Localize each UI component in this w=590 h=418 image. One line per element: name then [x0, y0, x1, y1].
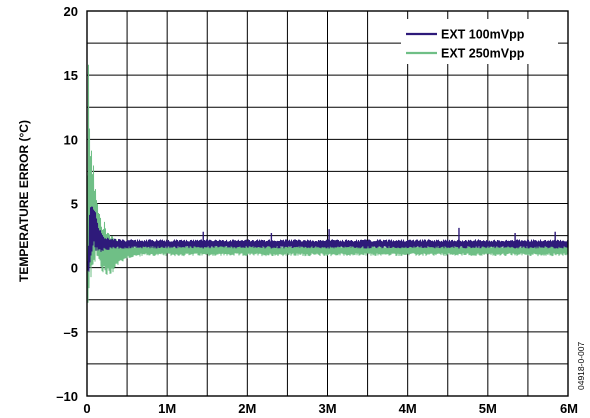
x-tick-label: 5M: [479, 401, 497, 416]
x-tick-label: 2M: [238, 401, 256, 416]
legend-label-ext-100mvpp: EXT 100mVpp: [441, 28, 525, 42]
y-tick-label: 0: [71, 261, 78, 276]
x-tick-label: 0: [83, 401, 90, 416]
y-tick-label: 15: [64, 68, 78, 83]
y-tick-label: 10: [64, 132, 78, 147]
y-axis-label: TEMPERATURE ERROR (°C): [17, 120, 31, 282]
series-layer: [86, 64, 569, 303]
x-tick-labels: 0 1M 2M 3M 4M 5M 6M: [83, 401, 578, 416]
x-tick-label: 3M: [318, 401, 336, 416]
x-tick-label: 6M: [560, 401, 578, 416]
legend: EXT 100mVpp EXT 250mVpp: [401, 19, 558, 64]
x-tick-label: 1M: [158, 401, 176, 416]
series-line: [86, 206, 569, 272]
y-tick-label: 20: [64, 4, 78, 19]
x-tick-label: 4M: [399, 401, 417, 416]
figure-id: 04918-0-007: [576, 342, 586, 390]
plot-frame: [86, 10, 569, 397]
y-tick-labels: 20 15 10 5 0 –5 –10: [56, 4, 78, 404]
legend-label-ext-250mvpp: EXT 250mVpp: [441, 47, 525, 61]
y-tick-label: –5: [64, 325, 78, 340]
y-tick-label: –10: [56, 389, 78, 404]
legend-box: [401, 19, 558, 64]
y-tick-label: 5: [71, 197, 78, 212]
grid: [87, 11, 568, 396]
